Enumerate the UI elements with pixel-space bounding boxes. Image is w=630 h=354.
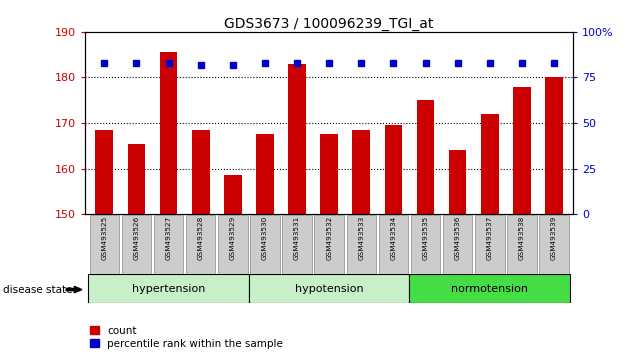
Bar: [128, 143, 146, 214]
Text: hypotension: hypotension: [295, 284, 364, 293]
FancyBboxPatch shape: [475, 215, 505, 274]
Text: GSM493535: GSM493535: [423, 216, 428, 260]
Bar: [449, 150, 466, 214]
Bar: [288, 64, 306, 214]
Bar: [160, 52, 178, 214]
Bar: [545, 78, 563, 214]
Text: GSM493538: GSM493538: [519, 216, 525, 260]
Text: GSM493539: GSM493539: [551, 216, 557, 260]
Legend: count, percentile rank within the sample: count, percentile rank within the sample: [90, 326, 283, 349]
Text: GSM493532: GSM493532: [326, 216, 332, 260]
Text: hypertension: hypertension: [132, 284, 205, 293]
FancyBboxPatch shape: [282, 215, 312, 274]
Text: GSM493526: GSM493526: [134, 216, 139, 260]
FancyBboxPatch shape: [249, 274, 410, 303]
Bar: [352, 130, 370, 214]
Bar: [256, 135, 274, 214]
Text: GSM493531: GSM493531: [294, 216, 300, 260]
FancyBboxPatch shape: [539, 215, 569, 274]
FancyBboxPatch shape: [186, 215, 215, 274]
FancyBboxPatch shape: [154, 215, 183, 274]
Text: GSM493527: GSM493527: [166, 216, 171, 260]
FancyBboxPatch shape: [88, 274, 249, 303]
Bar: [481, 114, 498, 214]
Bar: [513, 86, 530, 214]
FancyBboxPatch shape: [346, 215, 376, 274]
Bar: [320, 135, 338, 214]
FancyBboxPatch shape: [122, 215, 151, 274]
Text: GSM493536: GSM493536: [455, 216, 461, 260]
Bar: [96, 130, 113, 214]
Bar: [384, 125, 402, 214]
FancyBboxPatch shape: [250, 215, 280, 274]
Text: normotension: normotension: [451, 284, 529, 293]
Text: GSM493537: GSM493537: [487, 216, 493, 260]
Text: GSM493529: GSM493529: [230, 216, 236, 260]
Text: GSM493533: GSM493533: [358, 216, 364, 260]
Title: GDS3673 / 100096239_TGI_at: GDS3673 / 100096239_TGI_at: [224, 17, 434, 31]
Text: GSM493534: GSM493534: [391, 216, 396, 260]
Bar: [192, 130, 210, 214]
Text: GSM493530: GSM493530: [262, 216, 268, 260]
FancyBboxPatch shape: [379, 215, 408, 274]
Bar: [224, 176, 242, 214]
FancyBboxPatch shape: [314, 215, 344, 274]
FancyBboxPatch shape: [443, 215, 472, 274]
FancyBboxPatch shape: [218, 215, 248, 274]
Text: disease state: disease state: [3, 285, 72, 295]
FancyBboxPatch shape: [411, 215, 440, 274]
Text: GSM493528: GSM493528: [198, 216, 203, 260]
Bar: [416, 100, 434, 214]
FancyBboxPatch shape: [410, 274, 570, 303]
FancyBboxPatch shape: [507, 215, 537, 274]
Text: GSM493525: GSM493525: [101, 216, 107, 260]
FancyBboxPatch shape: [89, 215, 119, 274]
